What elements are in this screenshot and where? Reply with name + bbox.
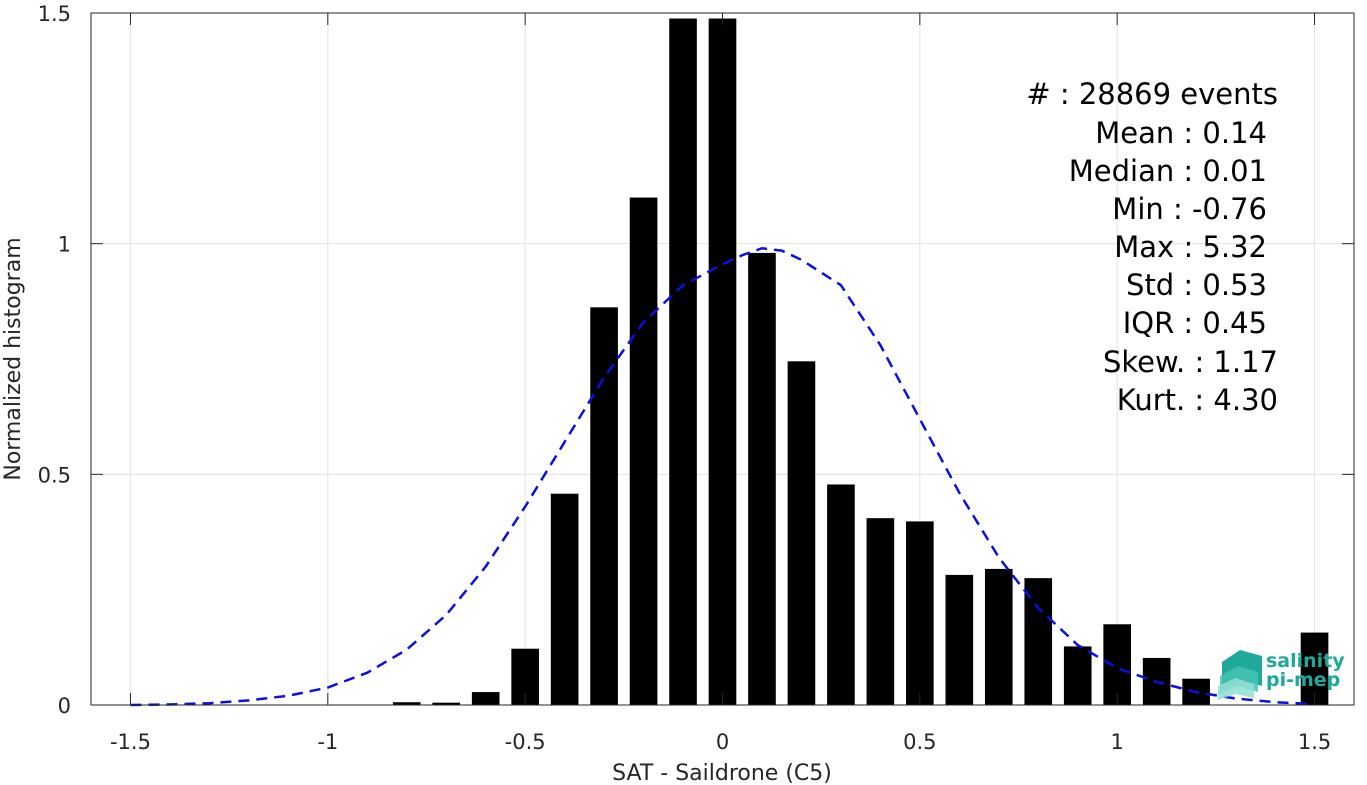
statistics-box: # : 28869 events Mean : 0.14 Median : 0.… bbox=[1026, 77, 1278, 417]
histogram-bar bbox=[748, 252, 776, 706]
salinity-pimep-logo: salinity pi-mep bbox=[1218, 650, 1345, 700]
logo-text-line1: salinity bbox=[1266, 650, 1345, 672]
histogram-bar bbox=[708, 18, 737, 705]
histogram-bar bbox=[945, 574, 974, 705]
y-tick-label: 1 bbox=[58, 233, 71, 257]
histogram-bar bbox=[906, 521, 934, 705]
x-tick-label: -1.5 bbox=[110, 730, 151, 754]
stat-median: Median : 0.01 bbox=[1069, 154, 1267, 188]
histogram-bar bbox=[827, 484, 855, 705]
normal-fit-curve bbox=[130, 247, 1315, 707]
histogram-bar bbox=[984, 568, 1013, 705]
histogram-bar bbox=[392, 702, 421, 705]
y-tick-label: 0.5 bbox=[38, 463, 71, 487]
y-tick-label: 1.5 bbox=[38, 2, 71, 26]
histogram-bar bbox=[432, 702, 461, 705]
x-tick-label: 1 bbox=[1111, 730, 1124, 754]
x-axis-label: SAT - Saildrone (C5) bbox=[612, 761, 832, 785]
x-tick-label: 1.5 bbox=[1298, 730, 1331, 754]
histogram-bar bbox=[629, 197, 658, 706]
stat-min: Min : -0.76 bbox=[1112, 192, 1267, 226]
histogram-bar bbox=[590, 307, 618, 705]
histogram-bars bbox=[392, 18, 1329, 706]
x-tick-labels: -1.5 -1 -0.5 0 0.5 1 1.5 bbox=[110, 730, 1331, 754]
stat-max: Max : 5.32 bbox=[1114, 230, 1267, 264]
wave-logo-icon bbox=[1218, 650, 1262, 700]
stat-kurt: Kurt. : 4.30 bbox=[1117, 383, 1278, 417]
histogram-bar bbox=[1103, 624, 1132, 705]
x-tick-label: -0.5 bbox=[505, 730, 546, 754]
x-tick-label: 0 bbox=[716, 730, 729, 754]
x-tick-label: 0.5 bbox=[903, 730, 936, 754]
stat-events: # : 28869 events bbox=[1026, 77, 1278, 111]
stat-iqr: IQR : 0.45 bbox=[1123, 306, 1267, 340]
histogram-bar bbox=[1024, 578, 1053, 705]
y-axis-label: Normalized histogram bbox=[1, 237, 26, 480]
histogram-bar bbox=[1300, 632, 1329, 705]
stat-std: Std : 0.53 bbox=[1126, 268, 1267, 302]
axis-ticks bbox=[91, 12, 1354, 706]
logo-text-line2: pi-mep bbox=[1266, 669, 1340, 691]
y-tick-label: 0 bbox=[58, 694, 71, 718]
histogram-bar bbox=[471, 692, 500, 705]
x-tick-label: -1 bbox=[317, 730, 338, 754]
stat-skew: Skew. : 1.17 bbox=[1103, 345, 1278, 379]
histogram-bar bbox=[669, 18, 697, 705]
histogram-bar bbox=[550, 493, 579, 705]
histogram-bar bbox=[1063, 646, 1092, 705]
y-tick-labels: 0 0.5 1 1.5 bbox=[38, 2, 71, 718]
histogram-bar bbox=[787, 361, 816, 705]
stat-mean: Mean : 0.14 bbox=[1095, 116, 1267, 150]
histogram-bar bbox=[866, 518, 895, 705]
